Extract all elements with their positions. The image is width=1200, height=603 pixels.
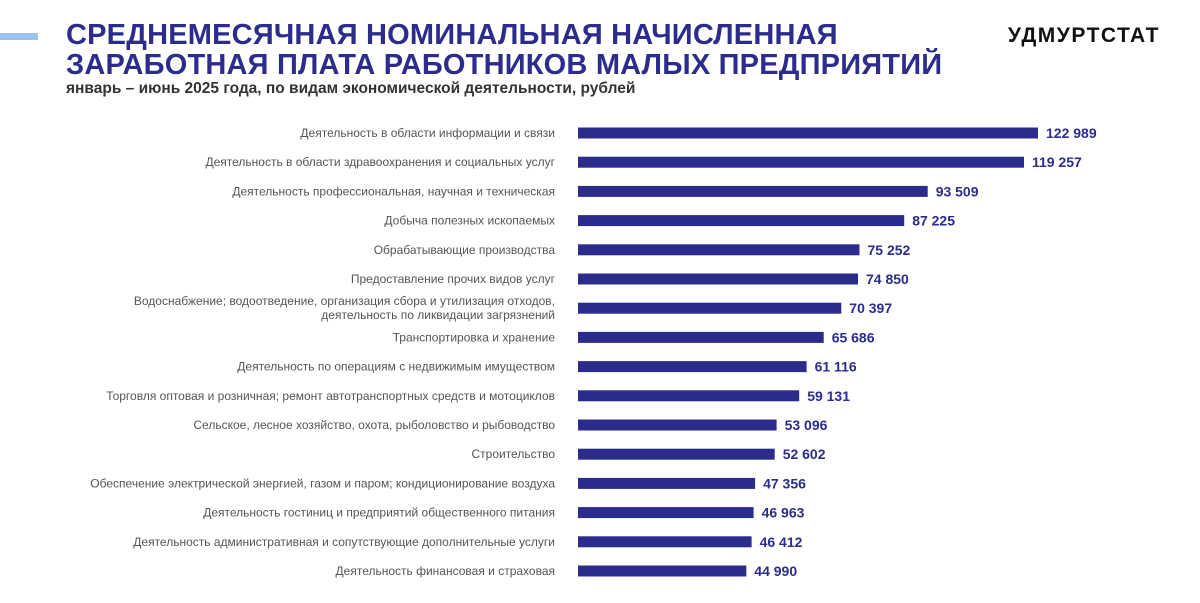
value-label: 52 602: [783, 446, 826, 462]
value-label: 46 412: [760, 534, 803, 550]
category-label: Строительство: [471, 447, 555, 461]
value-label: 74 850: [866, 271, 909, 287]
category-label: Деятельность гостиниц и предприятий обще…: [203, 506, 555, 520]
bar: [578, 361, 807, 373]
category-label: Сельское, лесное хозяйство, охота, рыбол…: [193, 418, 555, 432]
bar: [578, 273, 858, 285]
value-label: 87 225: [912, 213, 955, 229]
subtitle: январь – июнь 2025 года, по видам эконом…: [66, 80, 636, 97]
value-label: 59 131: [807, 388, 850, 404]
category-label: Деятельность профессиональная, научная и…: [232, 184, 555, 198]
category-label: Обеспечение электрической энергией, газо…: [90, 476, 555, 490]
bar: [578, 565, 747, 577]
category-label: Предоставление прочих видов услуг: [351, 272, 556, 286]
category-label: Торговля оптовая и розничная; ремонт авт…: [106, 389, 555, 403]
bar: [578, 331, 824, 343]
value-label: 75 252: [868, 242, 911, 258]
value-label: 93 509: [936, 183, 979, 199]
value-label: 119 257: [1032, 154, 1082, 170]
title-line-1: СРЕДНЕМЕСЯЧНАЯ НОМИНАЛЬНАЯ НАЧИСЛЕННАЯ: [66, 19, 838, 51]
bar: [578, 477, 756, 489]
value-label: 47 356: [763, 475, 806, 491]
category-label: Добыча полезных ископаемых: [384, 214, 555, 228]
value-label: 122 989: [1046, 125, 1097, 141]
bar: [578, 302, 842, 314]
bar: [578, 536, 752, 548]
bar: [578, 127, 1038, 139]
category-label: Транспортировка и хранение: [393, 330, 556, 344]
bar: [578, 156, 1024, 168]
bar: [578, 448, 775, 460]
bar: [578, 185, 928, 197]
bar: [578, 215, 905, 227]
category-label: Деятельность административная и сопутств…: [133, 535, 555, 549]
value-label: 46 963: [762, 505, 805, 521]
category-label: Деятельность по операциям с недвижимым и…: [237, 360, 555, 374]
bar: [578, 419, 777, 431]
category-label: Деятельность финансовая и страховая: [336, 564, 555, 578]
category-label: Обрабатывающие производства: [374, 243, 556, 257]
category-label: Деятельность в области информации и связ…: [300, 126, 555, 140]
bar: [578, 507, 754, 519]
page-title: СРЕДНЕМЕСЯЧНАЯ НОМИНАЛЬНАЯ НАЧИСЛЕННАЯ З…: [66, 20, 966, 80]
value-label: 44 990: [754, 563, 797, 579]
bar: [578, 390, 800, 402]
category-label: Водоснабжение; водоотведение, организаци…: [134, 294, 555, 308]
value-label: 70 397: [849, 300, 892, 316]
title-line-2: ЗАРАБОТНАЯ ПЛАТА РАБОТНИКОВ МАЛЫХ ПРЕДПР…: [66, 49, 943, 81]
bar: [578, 244, 860, 256]
category-label: Деятельность в области здравоохранения и…: [205, 155, 555, 169]
value-label: 61 116: [815, 359, 857, 375]
brand-logo: УДМУРТСТАТ: [1007, 24, 1160, 47]
value-label: 65 686: [832, 329, 875, 345]
value-label: 53 096: [785, 417, 828, 433]
accent-bar: [0, 33, 38, 40]
category-label: деятельность по ликвидации загрязнений: [321, 308, 555, 322]
